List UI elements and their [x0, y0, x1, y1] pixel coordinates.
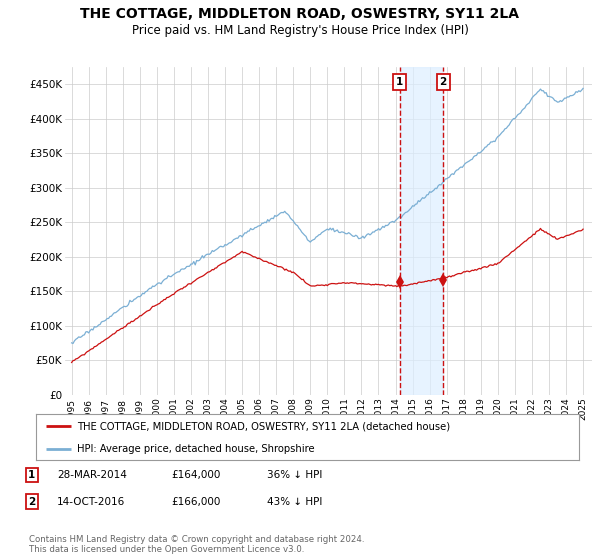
Text: 1: 1	[396, 77, 403, 87]
Text: This data is licensed under the Open Government Licence v3.0.: This data is licensed under the Open Gov…	[29, 545, 304, 554]
Bar	[400, 67, 443, 395]
Text: Price paid vs. HM Land Registry's House Price Index (HPI): Price paid vs. HM Land Registry's House …	[131, 24, 469, 36]
Text: THE COTTAGE, MIDDLETON ROAD, OSWESTRY, SY11 2LA (detached house): THE COTTAGE, MIDDLETON ROAD, OSWESTRY, S…	[77, 421, 450, 431]
Text: 14-OCT-2016: 14-OCT-2016	[57, 497, 125, 507]
Text: THE COTTAGE, MIDDLETON ROAD, OSWESTRY, SY11 2LA: THE COTTAGE, MIDDLETON ROAD, OSWESTRY, S…	[80, 7, 520, 21]
Text: 1: 1	[28, 470, 35, 480]
Text: £166,000: £166,000	[171, 497, 220, 507]
Text: Contains HM Land Registry data © Crown copyright and database right 2024.: Contains HM Land Registry data © Crown c…	[29, 535, 364, 544]
Text: 36% ↓ HPI: 36% ↓ HPI	[267, 470, 322, 480]
Text: 43% ↓ HPI: 43% ↓ HPI	[267, 497, 322, 507]
Text: 2: 2	[28, 497, 35, 507]
Text: £164,000: £164,000	[171, 470, 220, 480]
Text: 28-MAR-2014: 28-MAR-2014	[57, 470, 127, 480]
Text: 2: 2	[439, 77, 447, 87]
Text: HPI: Average price, detached house, Shropshire: HPI: Average price, detached house, Shro…	[77, 444, 314, 454]
